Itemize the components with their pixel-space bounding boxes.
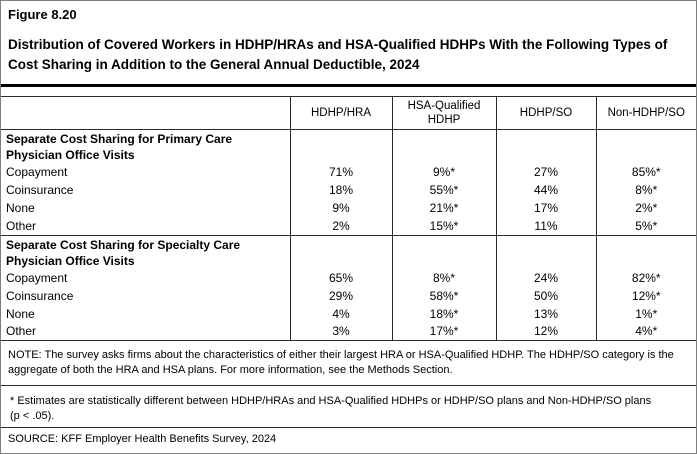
row-label: Copayment: [6, 165, 68, 179]
value-cell: 4%*: [595, 322, 696, 341]
section-heading-primary-care: Separate Cost Sharing for Primary Care P…: [1, 129, 696, 163]
cost-sharing-table: HDHP/HRA HSA-Qualified HDHP HDHP/SO Non-…: [1, 96, 696, 341]
value-cell: 65%: [289, 268, 392, 287]
value-cell: 55%*: [391, 181, 496, 199]
value-cell: 29%: [289, 286, 392, 305]
value-cell: 2%: [289, 217, 392, 235]
table-header-row: HDHP/HRA HSA-Qualified HDHP HDHP/SO Non-…: [1, 96, 696, 130]
value-cell: 13%: [495, 304, 596, 323]
empty-cell: [595, 234, 696, 269]
table-row: Other 2% 15%* 11% 5%*: [1, 217, 696, 235]
section-heading-label: Separate Cost Sharing for Primary Care P…: [1, 129, 290, 163]
value-cell: 5%*: [595, 217, 696, 235]
col-header-blank: [1, 96, 290, 130]
empty-cell: [289, 129, 392, 163]
value-cell: 18%*: [391, 304, 496, 323]
value-cell: 50%: [495, 286, 596, 305]
note-divider: [1, 385, 696, 386]
value-cell: 44%: [495, 181, 596, 199]
value-cell: 82%*: [595, 268, 696, 287]
value-cell: 4%: [289, 304, 392, 323]
row-label: Coinsurance: [6, 288, 74, 303]
value-cell: 8%*: [595, 181, 696, 199]
value-cell: 85%*: [595, 163, 696, 181]
table-row: None 9% 21%* 17% 2%*: [1, 199, 696, 217]
value-cell: 12%: [495, 322, 596, 341]
value-cell: 18%: [289, 181, 392, 199]
figure-number: Figure 8.20: [8, 7, 77, 22]
value-cell: 12%*: [595, 286, 696, 305]
section-heading-line1: Separate Cost Sharing for Specialty Care: [6, 237, 241, 252]
empty-cell: [289, 234, 392, 269]
figure-title: Distribution of Covered Workers in HDHP/…: [8, 37, 668, 72]
empty-cell: [495, 129, 596, 163]
empty-cell: [595, 129, 696, 163]
value-cell: 2%*: [595, 199, 696, 217]
row-label: Coinsurance: [6, 183, 74, 197]
empty-cell: [391, 234, 496, 269]
table-row: Other 3% 17%* 12% 4%*: [1, 322, 696, 341]
table-row: Coinsurance 29% 58%* 50% 12%*: [1, 286, 696, 305]
section-heading-line2: Physician Office Visits: [6, 253, 135, 268]
table-row: Copayment 65% 8%* 24% 82%*: [1, 268, 696, 287]
table-row: Coinsurance 18% 55%* 44% 8%*: [1, 181, 696, 199]
asterisk-note-text: * Estimates are statistically different …: [10, 395, 652, 422]
spacer: [1, 87, 696, 96]
value-cell: 8%*: [391, 268, 496, 287]
section-heading-label: Separate Cost Sharing for Specialty Care…: [1, 234, 290, 269]
table-row: Copayment 71% 9%* 27% 85%*: [1, 163, 696, 181]
table-row: None 4% 18%* 13% 1%*: [1, 304, 696, 323]
row-label: Other: [6, 324, 37, 339]
value-cell: 24%: [495, 268, 596, 287]
empty-cell: [391, 129, 496, 163]
source-text: SOURCE: KFF Employer Health Benefits Sur…: [8, 433, 277, 445]
figure-header: Figure 8.20 Distribution of Covered Work…: [1, 1, 696, 84]
source-divider: [1, 427, 696, 428]
row-label: Other: [6, 218, 37, 233]
col-header-hsa-qualified-hdhp: HSA-Qualified HDHP: [391, 96, 496, 130]
row-label: Copayment: [6, 270, 68, 285]
col-header-hdhp-so: HDHP/SO: [495, 96, 596, 130]
value-cell: 17%: [495, 199, 596, 217]
value-cell: 15%*: [391, 217, 496, 235]
value-cell: 71%: [289, 163, 392, 181]
value-cell: 17%*: [391, 322, 496, 341]
value-cell: 1%*: [595, 304, 696, 323]
note-text: NOTE: The survey asks firms about the ch…: [8, 349, 674, 376]
value-cell: 58%*: [391, 286, 496, 305]
empty-cell: [495, 234, 596, 269]
value-cell: 27%: [495, 163, 596, 181]
section-heading-line2: Physician Office Visits: [6, 148, 135, 162]
value-cell: 9%: [289, 199, 392, 217]
value-cell: 3%: [289, 322, 392, 341]
value-cell: 9%*: [391, 163, 496, 181]
value-cell: 21%*: [391, 199, 496, 217]
value-cell: 11%: [495, 217, 596, 235]
col-header-hdhp-hra: HDHP/HRA: [289, 96, 392, 130]
section-heading-line1: Separate Cost Sharing for Primary Care: [6, 132, 233, 146]
row-label: None: [6, 201, 35, 215]
row-label: None: [6, 306, 35, 321]
col-header-non-hdhp-so: Non-HDHP/SO: [595, 96, 696, 130]
section-heading-specialty-care: Separate Cost Sharing for Specialty Care…: [1, 234, 696, 269]
title-divider: [1, 84, 696, 87]
